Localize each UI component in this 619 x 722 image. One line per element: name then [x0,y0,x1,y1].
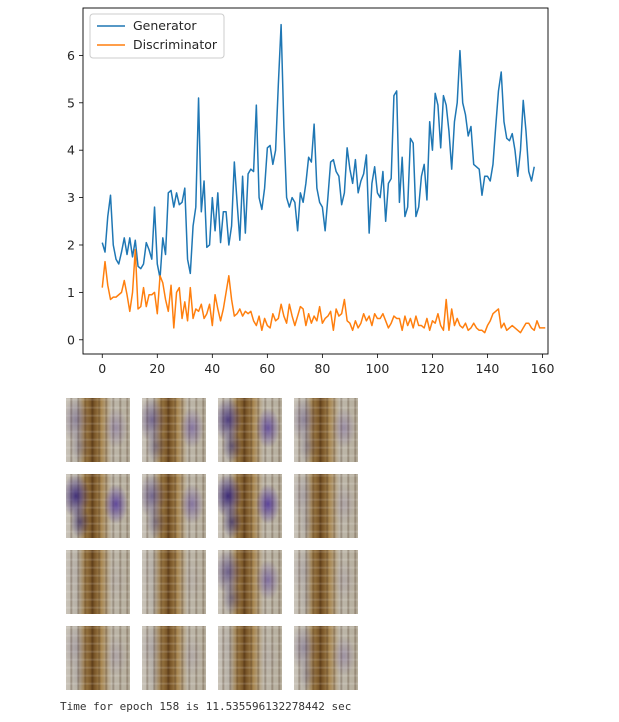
epoch-time-output: Time for epoch 158 is 11.535596132278442… [60,700,352,713]
legend: Generator Discriminator [89,13,225,59]
generated-image [218,626,282,690]
generated-image [66,398,130,462]
x-tick-label: 100 [365,361,389,376]
x-tick-label: 20 [149,361,165,376]
generated-image [294,626,358,690]
discriminator-loss-line [101,248,546,334]
generated-image [294,398,358,462]
y-axis-ticks: 0 1 2 3 4 5 6 [67,48,83,347]
y-tick-label: 5 [67,95,75,110]
legend-box [89,13,225,59]
x-tick-label: 120 [421,361,445,376]
x-tick-label: 140 [476,361,500,376]
x-tick-label: 60 [259,361,275,376]
x-tick-label: 40 [204,361,220,376]
y-tick-label: 2 [67,237,75,252]
legend-discriminator-label: Discriminator [133,37,218,52]
plot-frame [82,7,549,355]
y-tick-label: 4 [67,143,75,158]
x-tick-label: 160 [531,361,555,376]
generated-image [218,550,282,614]
y-tick-label: 6 [67,48,75,63]
generated-image [218,474,282,538]
generated-image [66,626,130,690]
generated-image-grid [64,398,359,690]
loss-chart: 0 20 40 60 80 100 120 140 160 0 1 2 3 4 5 6 Generator … [67,7,554,376]
generated-image [218,398,282,462]
x-axis-ticks: 0 20 40 60 80 100 120 140 160 [98,354,554,376]
generated-image [294,474,358,538]
y-tick-label: 1 [67,285,75,300]
series-lines [101,23,546,334]
generated-image [142,474,206,538]
x-tick-label: 80 [314,361,330,376]
y-tick-label: 3 [67,190,75,205]
x-tick-label: 0 [98,361,106,376]
generated-image [142,398,206,462]
generated-image [66,474,130,538]
generated-image [66,550,130,614]
generated-image [142,550,206,614]
legend-generator-label: Generator [133,18,197,33]
y-tick-label: 0 [67,332,75,347]
generated-image [142,626,206,690]
generator-loss-line [101,23,535,279]
generated-image [294,550,358,614]
